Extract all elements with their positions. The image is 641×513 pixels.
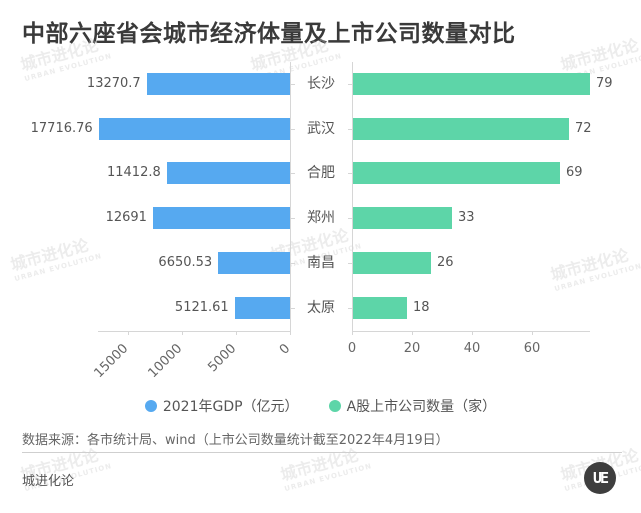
gdp-value-label: 13270.7 <box>86 76 141 91</box>
gdp-bar[interactable] <box>98 117 290 140</box>
category-tick <box>291 218 295 220</box>
category-tick <box>291 173 295 175</box>
category-tick <box>348 262 352 264</box>
right-x-tick-label: 40 <box>463 341 481 356</box>
x-tick-mark <box>532 331 533 335</box>
category-tick <box>348 218 352 220</box>
gdp-bar[interactable] <box>166 162 290 185</box>
gdp-bar[interactable] <box>234 296 290 319</box>
category-label: 太原 <box>307 299 335 316</box>
category-tick <box>348 84 352 85</box>
company-count-bar[interactable] <box>353 207 452 230</box>
company-count-value-label: 72 <box>575 120 592 136</box>
gdp-bar[interactable] <box>146 73 290 95</box>
left-x-tick-label: 10000 <box>145 341 186 382</box>
company-count-value-label: 26 <box>437 254 454 270</box>
company-count-bar[interactable] <box>353 251 431 274</box>
company-count-value-label: 18 <box>413 299 430 315</box>
company-count-bar[interactable] <box>353 296 407 319</box>
left-y-axis-line <box>290 62 291 331</box>
right-x-tick-label: 0 <box>347 341 357 356</box>
chart-title: 中部六座省会城市经济体量及上市公司数量对比 <box>22 21 516 47</box>
right-x-tick-label: 20 <box>403 341 421 356</box>
x-tick-mark <box>290 331 291 335</box>
legend-dot-gdp-icon <box>144 400 157 412</box>
gdp-value-label: 17716.76 <box>30 120 93 136</box>
x-tick-mark <box>352 331 353 335</box>
x-tick-mark <box>412 331 413 335</box>
right-x-tick-label: 60 <box>523 341 541 356</box>
legend-dot-companies-icon <box>328 400 341 412</box>
legend-item-gdp[interactable]: 2021年GDP（亿元） <box>144 396 299 416</box>
company-count-bar[interactable] <box>353 73 590 95</box>
category-tick <box>348 307 352 309</box>
gdp-bar[interactable] <box>218 251 290 274</box>
company-count-value-label: 69 <box>566 165 583 181</box>
x-tick-mark <box>128 331 129 335</box>
company-count-bar[interactable] <box>353 162 560 185</box>
gdp-value-label: 5121.61 <box>174 299 229 315</box>
category-tick <box>291 84 295 85</box>
left-x-tick-label: 5000 <box>205 341 240 376</box>
ue-logo-icon: UE <box>584 462 616 494</box>
gdp-value-label: 11412.8 <box>106 165 161 181</box>
category-tick <box>291 128 295 130</box>
right-x-axis-line <box>352 331 590 332</box>
category-tick <box>291 262 295 264</box>
category-tick <box>348 128 352 130</box>
legend-label-companies: A股上市公司数量（家） <box>346 399 497 415</box>
gdp-value-label: 6650.53 <box>158 254 213 270</box>
legend-label-gdp: 2021年GDP（亿元） <box>162 399 299 415</box>
left-x-tick-label: 0 <box>276 341 294 358</box>
x-tick-mark <box>236 331 237 335</box>
gdp-value-label: 12691 <box>105 210 147 226</box>
right-y-axis-line <box>352 62 353 331</box>
category-label: 长沙 <box>307 76 335 92</box>
category-label: 合肥 <box>307 165 335 182</box>
x-tick-mark <box>472 331 473 335</box>
company-count-value-label: 79 <box>596 76 613 91</box>
left-x-tick-label: 15000 <box>91 341 132 382</box>
x-tick-mark <box>182 331 183 335</box>
left-x-axis-line <box>98 331 291 332</box>
company-count-bar[interactable] <box>353 117 569 140</box>
category-label: 郑州 <box>307 210 335 227</box>
category-label: 南昌 <box>307 254 335 271</box>
data-source-note: 数据来源：各市统计局、wind（上市公司数量统计截至2022年4月19日） <box>22 433 449 448</box>
gdp-bar[interactable] <box>152 207 290 230</box>
category-tick <box>348 173 352 175</box>
brand-name: 城进化论 <box>22 474 75 489</box>
legend: 2021年GDP（亿元） A股上市公司数量（家） <box>0 396 641 416</box>
footer-divider <box>22 452 622 453</box>
legend-item-listed-companies[interactable]: A股上市公司数量（家） <box>328 396 497 416</box>
category-label: 武汉 <box>307 120 335 137</box>
company-count-value-label: 33 <box>458 210 475 226</box>
category-tick <box>291 307 295 309</box>
